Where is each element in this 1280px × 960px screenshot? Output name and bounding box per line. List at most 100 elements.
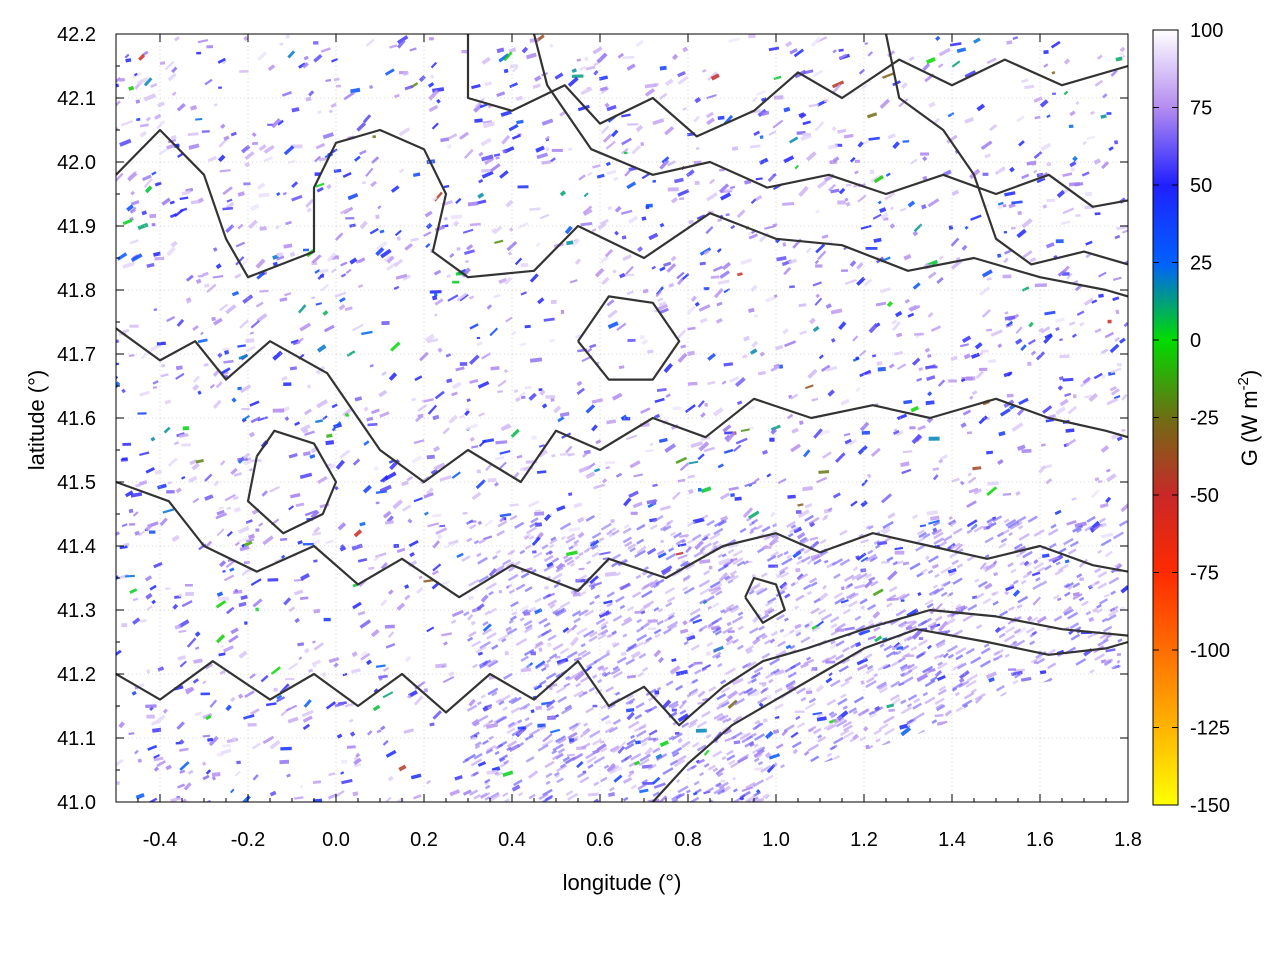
y-axis-ticks: 41.041.141.241.341.441.541.641.741.841.9… [57, 24, 1128, 814]
field-cell [323, 617, 331, 622]
field-cell [963, 691, 975, 700]
field-cell [988, 677, 995, 683]
field-cell [831, 126, 837, 132]
field-cell [520, 655, 529, 662]
field-cell [961, 244, 968, 251]
field-cell [536, 470, 547, 474]
field-cell [593, 468, 601, 473]
field-cell [270, 666, 281, 675]
field-cell [652, 179, 657, 183]
field-cell [814, 259, 820, 265]
field-cell [546, 561, 554, 568]
field-cell [424, 333, 435, 343]
field-cell [609, 527, 617, 533]
field-cell [679, 628, 689, 634]
field-cell [636, 633, 648, 642]
field-cell [1097, 582, 1108, 590]
field-cell [799, 113, 807, 119]
field-cell [964, 117, 975, 124]
field-cell [363, 440, 370, 446]
field-cell [249, 203, 260, 212]
field-cell [745, 647, 754, 655]
field-cell [288, 662, 299, 671]
field-cell [705, 226, 714, 235]
field-cell [555, 774, 560, 779]
field-cell [622, 796, 629, 802]
field-cell [535, 241, 541, 248]
field-cell [373, 555, 381, 562]
field-cell [716, 714, 726, 722]
field-cell [153, 561, 163, 569]
field-cell [1109, 343, 1120, 354]
field-cell [568, 731, 578, 739]
field-cell [497, 520, 508, 528]
field-cell [986, 486, 998, 497]
field-cell [618, 741, 627, 749]
field-cell [748, 405, 756, 410]
field-cell [706, 519, 715, 527]
field-cell [1027, 515, 1038, 523]
field-cell [1064, 559, 1070, 564]
field-cell [979, 659, 992, 668]
field-cell [304, 509, 318, 517]
no-data-polygon [762, 667, 1128, 802]
field-cell [720, 779, 726, 783]
field-cell [285, 220, 292, 226]
field-cell [1070, 167, 1076, 172]
field-cell [152, 380, 159, 385]
field-cell [1055, 239, 1064, 244]
y-tick-label: 41.0 [57, 792, 96, 814]
field-cell [387, 631, 395, 638]
field-cell [859, 349, 867, 357]
field-cell [1018, 525, 1024, 530]
field-cell [526, 526, 537, 535]
field-cell [249, 673, 256, 679]
field-cell [636, 538, 645, 545]
field-cell [486, 632, 497, 640]
field-cell [724, 667, 737, 676]
field-cell [1013, 543, 1023, 550]
field-cell [811, 397, 819, 402]
field-cell [1011, 422, 1024, 432]
field-cell [780, 571, 790, 579]
field-cell [1098, 598, 1109, 605]
field-cell [215, 600, 227, 609]
field-cell [704, 403, 708, 407]
field-cell [660, 539, 664, 544]
field-cell [992, 515, 1003, 523]
field-cell [386, 255, 395, 264]
field-cell [638, 723, 647, 730]
field-cell [1044, 310, 1056, 316]
field-cell [440, 137, 450, 143]
x-tick-label: 1.2 [850, 829, 878, 851]
field-cell [691, 678, 699, 684]
field-cell [1106, 397, 1119, 406]
field-cell [677, 71, 686, 78]
field-cell [294, 421, 301, 427]
field-cell [952, 662, 964, 671]
field-cell [956, 47, 967, 53]
field-cell [733, 740, 741, 745]
field-cell [746, 517, 752, 522]
field-cell [256, 313, 268, 323]
field-cell [181, 443, 191, 447]
field-cell [727, 548, 735, 555]
field-cell [703, 532, 711, 539]
field-cell [249, 400, 260, 407]
field-cell [955, 647, 967, 655]
field-cell [589, 730, 601, 739]
field-cell [712, 265, 723, 273]
field-cell [269, 739, 281, 750]
field-cell [571, 610, 582, 617]
field-cell [413, 497, 423, 503]
field-cell [528, 770, 539, 779]
field-cell [256, 182, 266, 190]
field-cell [137, 412, 147, 415]
field-cell [862, 140, 869, 146]
field-cell [810, 667, 817, 672]
field-cell [538, 679, 547, 686]
field-cell [712, 540, 719, 546]
field-cell [867, 51, 874, 57]
field-cell [477, 556, 488, 565]
field-cell [912, 230, 919, 237]
